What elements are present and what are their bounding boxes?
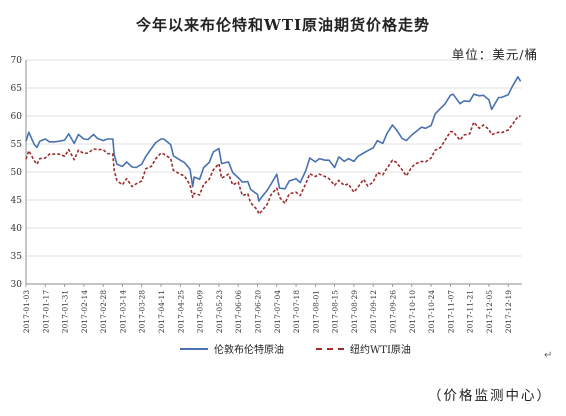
x-tick-label: 2017-01-17 [41, 290, 50, 333]
x-tick-label: 2017-09-26 [388, 290, 397, 333]
x-tick-label: 2017-03-14 [118, 290, 127, 333]
legend-swatch-wti [316, 347, 344, 350]
x-tick-label: 2017-07-18 [292, 290, 301, 333]
y-axis-ticks: 30 35 40 45 50 55 60 65 70 [11, 56, 23, 290]
y-tick-label: 35 [11, 252, 23, 262]
x-axis-ticks: 2017-01-03 2017-01-17 2017-01-31 2017-02-14… [22, 284, 513, 333]
x-tick-label: 2017-03-28 [138, 290, 147, 333]
legend-swatch-brent [180, 347, 208, 350]
return-mark: ↵ [544, 350, 553, 361]
x-tick-label: 2017-12-05 [485, 290, 494, 333]
axes [25, 60, 522, 285]
y-tick-label: 55 [11, 140, 23, 150]
x-tick-label: 2017-02-14 [80, 290, 89, 333]
x-tick-label: 2017-06-20 [253, 290, 262, 333]
y-tick-label: 65 [11, 84, 23, 94]
y-tick-label: 30 [11, 280, 23, 290]
x-tick-label: 2017-01-31 [61, 290, 70, 333]
legend-item-wti: 纽约WTI原油 [316, 341, 411, 356]
series-lines [25, 76, 522, 215]
legend-item-brent: 伦敦布伦特原油 [180, 341, 284, 356]
x-tick-label: 2017-07-04 [273, 290, 282, 333]
x-tick-label: 2017-05-23 [215, 290, 224, 333]
x-tick-label: 2017-11-07 [446, 290, 455, 333]
x-tick-label: 2017-08-01 [311, 290, 320, 333]
x-tick-label: 2017-12-19 [504, 290, 513, 333]
x-tick-label: 2017-08-29 [350, 290, 359, 333]
x-tick-label: 2017-09-12 [369, 290, 378, 333]
y-tick-label: 40 [11, 224, 23, 234]
x-tick-label: 2017-02-28 [99, 290, 108, 333]
wti-line [25, 115, 521, 215]
x-tick-label: 2017-06-06 [234, 290, 243, 333]
legend-label-brent: 伦敦布伦特原油 [214, 345, 284, 356]
x-tick-label: 2017-11-21 [466, 290, 475, 333]
y-tick-label: 60 [11, 112, 23, 122]
chart-title: 今年以来布伦特和WTI原油期货价格走势 [135, 16, 431, 34]
x-tick-label: 2017-10-24 [427, 290, 436, 333]
unit-label: 单位：美元/桶 [451, 47, 538, 62]
x-tick-label: 2017-01-03 [22, 290, 31, 333]
y-tick-label: 45 [11, 196, 23, 206]
legend: 伦敦布伦特原油 纽约WTI原油 [180, 341, 411, 356]
x-tick-label: 2017-08-15 [331, 290, 340, 333]
x-tick-label: 2017-04-25 [176, 290, 185, 333]
legend-label-wti: 纽约WTI原油 [350, 345, 411, 356]
brent-line [25, 76, 522, 202]
grid-lines [26, 59, 522, 285]
x-tick-label: 2017-10-10 [408, 290, 417, 333]
source-note: （价格监测中心） [428, 388, 552, 404]
y-tick-label: 70 [11, 56, 23, 66]
x-tick-label: 2017-04-11 [157, 290, 166, 333]
x-tick-label: 2017-05-09 [196, 290, 205, 333]
y-tick-label: 50 [11, 168, 23, 178]
